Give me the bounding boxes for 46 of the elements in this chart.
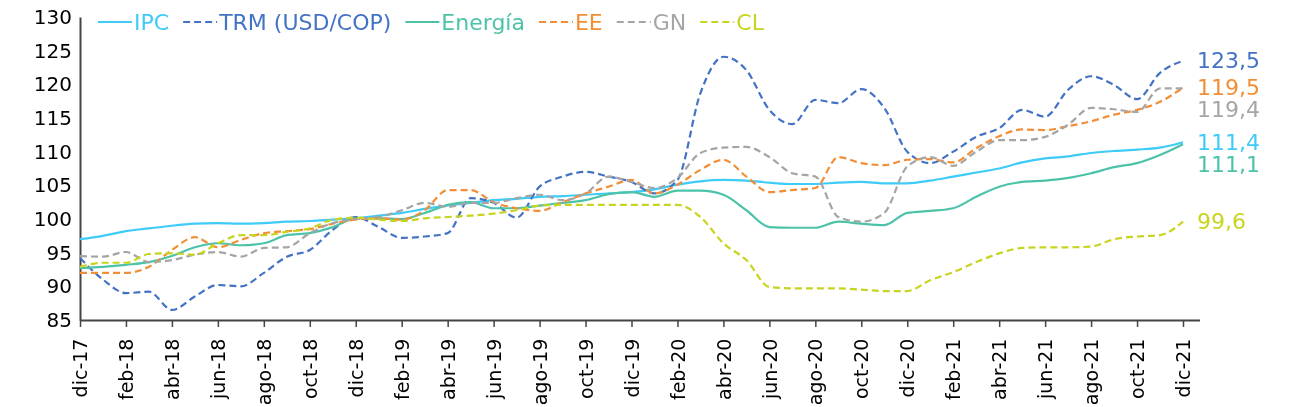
y-tick-label: 100 xyxy=(33,206,72,231)
legend-label: Energía xyxy=(441,9,525,35)
legend-label: IPC xyxy=(134,9,170,35)
legend-label: TRM (USD/COP) xyxy=(218,9,392,35)
y-tick-label: 115 xyxy=(33,105,72,130)
x-tick-label: oct-21 xyxy=(1126,338,1149,400)
y-tick-label: 85 xyxy=(46,307,72,332)
x-tick-label: dic-18 xyxy=(344,338,367,398)
data-label: 99,6 xyxy=(1197,209,1246,235)
x-tick-label: oct-19 xyxy=(574,338,597,400)
x-tick-label: jun-21 xyxy=(1034,338,1057,400)
line-series xyxy=(78,203,1185,293)
x-tick-label: ago-20 xyxy=(804,338,827,406)
y-tick-label: 130 xyxy=(33,4,72,29)
x-tick-label: feb-21 xyxy=(942,338,965,401)
x-tick-label: dic-17 xyxy=(69,338,92,398)
x-tick-label: abr-19 xyxy=(436,338,459,400)
data-label: 123,5 xyxy=(1197,48,1260,74)
y-tick-label: 125 xyxy=(33,38,72,63)
x-tick-label: ago-19 xyxy=(528,338,551,406)
x-tick-label: feb-18 xyxy=(115,338,138,401)
x-tick-label: feb-20 xyxy=(666,338,689,401)
x-tick-label: abr-20 xyxy=(712,338,735,400)
x-tick-label: jun-20 xyxy=(758,338,781,400)
y-tick-label: 110 xyxy=(33,139,72,164)
x-tick-label: oct-18 xyxy=(298,338,321,400)
x-tick-label: feb-19 xyxy=(390,338,413,401)
legend-label: EE xyxy=(574,9,603,35)
y-tick-label: 95 xyxy=(46,240,72,265)
x-tick-label: dic-21 xyxy=(1172,338,1195,398)
x-tick-label: dic-20 xyxy=(896,338,919,398)
x-tick-label: ago-18 xyxy=(252,338,275,406)
x-tick-label: jun-18 xyxy=(207,338,230,400)
x-tick-label: jun-19 xyxy=(482,338,505,400)
x-tick-label: abr-21 xyxy=(988,338,1011,400)
x-tick-label: ago-21 xyxy=(1080,338,1103,406)
y-tick-label: 105 xyxy=(33,173,72,198)
x-tick-label: dic-19 xyxy=(620,338,643,398)
x-tick-label: abr-18 xyxy=(161,338,184,400)
legend-label: CL xyxy=(736,9,765,35)
x-tick-label: oct-20 xyxy=(850,338,873,400)
line-series xyxy=(78,141,1185,241)
y-tick-label: 90 xyxy=(46,274,72,299)
legend-label: GN xyxy=(652,9,687,35)
line-series xyxy=(78,143,1185,270)
y-tick-label: 120 xyxy=(33,72,72,97)
